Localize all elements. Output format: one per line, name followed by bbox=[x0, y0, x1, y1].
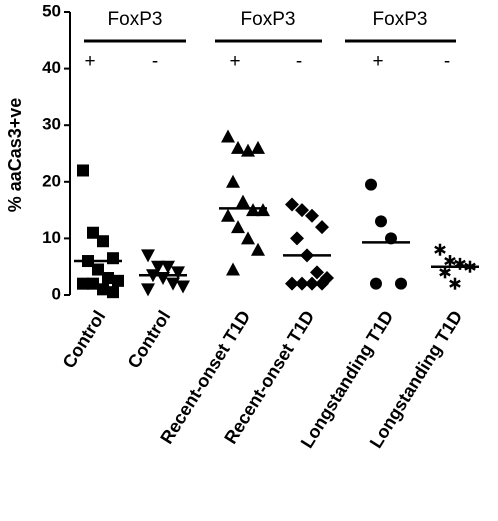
point bbox=[365, 178, 377, 191]
point bbox=[241, 231, 255, 245]
point bbox=[97, 283, 109, 296]
point bbox=[161, 260, 175, 274]
point bbox=[295, 203, 309, 218]
point bbox=[221, 208, 235, 222]
point bbox=[87, 277, 99, 290]
point bbox=[236, 194, 250, 208]
point bbox=[151, 260, 165, 274]
point bbox=[434, 243, 446, 256]
point bbox=[77, 164, 89, 177]
point bbox=[107, 286, 119, 299]
point bbox=[77, 277, 89, 290]
asterisk-stroke bbox=[434, 245, 446, 254]
sign: + bbox=[372, 51, 383, 72]
point bbox=[310, 265, 324, 280]
asterisk-stroke bbox=[449, 279, 461, 288]
point bbox=[176, 280, 190, 294]
sign: - bbox=[296, 51, 302, 72]
point bbox=[107, 252, 119, 265]
point bbox=[112, 274, 124, 287]
point bbox=[87, 226, 99, 239]
point bbox=[231, 140, 245, 154]
point bbox=[295, 276, 309, 291]
point bbox=[141, 249, 155, 263]
asterisk-stroke bbox=[439, 268, 451, 277]
point bbox=[166, 277, 180, 291]
point bbox=[92, 263, 104, 276]
sign: + bbox=[84, 51, 95, 72]
point bbox=[454, 257, 466, 270]
y-tick-label: 20 bbox=[42, 171, 61, 190]
point bbox=[305, 208, 319, 223]
header-label: FoxP3 bbox=[241, 9, 296, 30]
point bbox=[370, 277, 382, 290]
point bbox=[285, 276, 299, 291]
point bbox=[290, 231, 304, 246]
point bbox=[444, 255, 456, 268]
y-tick-label: 30 bbox=[42, 115, 61, 134]
point bbox=[141, 283, 155, 297]
point bbox=[226, 262, 240, 276]
sign: - bbox=[444, 51, 450, 72]
point bbox=[315, 276, 329, 291]
point bbox=[251, 242, 265, 256]
sign: - bbox=[152, 51, 158, 72]
sign: + bbox=[229, 51, 240, 72]
point bbox=[315, 220, 329, 235]
x-tick-label: Control bbox=[124, 307, 175, 372]
point bbox=[102, 272, 114, 285]
point bbox=[285, 197, 299, 212]
point bbox=[375, 215, 387, 228]
point bbox=[221, 129, 235, 143]
point bbox=[305, 276, 319, 291]
y-tick-label: 40 bbox=[42, 58, 61, 77]
point bbox=[231, 220, 245, 234]
point bbox=[251, 140, 265, 154]
header-label: FoxP3 bbox=[108, 9, 163, 30]
point bbox=[226, 174, 240, 188]
asterisk-stroke bbox=[444, 256, 456, 266]
point bbox=[97, 235, 109, 248]
y-tick-label: 50 bbox=[42, 1, 61, 20]
point bbox=[449, 277, 461, 290]
y-tick-label: 10 bbox=[42, 228, 61, 247]
y-tick-label: 0 bbox=[52, 284, 61, 303]
x-tick-label: Control bbox=[59, 307, 110, 372]
point bbox=[439, 266, 451, 279]
point bbox=[395, 277, 407, 290]
point bbox=[241, 143, 255, 157]
y-axis-label: % aaCas3+ve bbox=[5, 98, 25, 213]
point bbox=[171, 266, 185, 280]
header-label: FoxP3 bbox=[373, 9, 428, 30]
